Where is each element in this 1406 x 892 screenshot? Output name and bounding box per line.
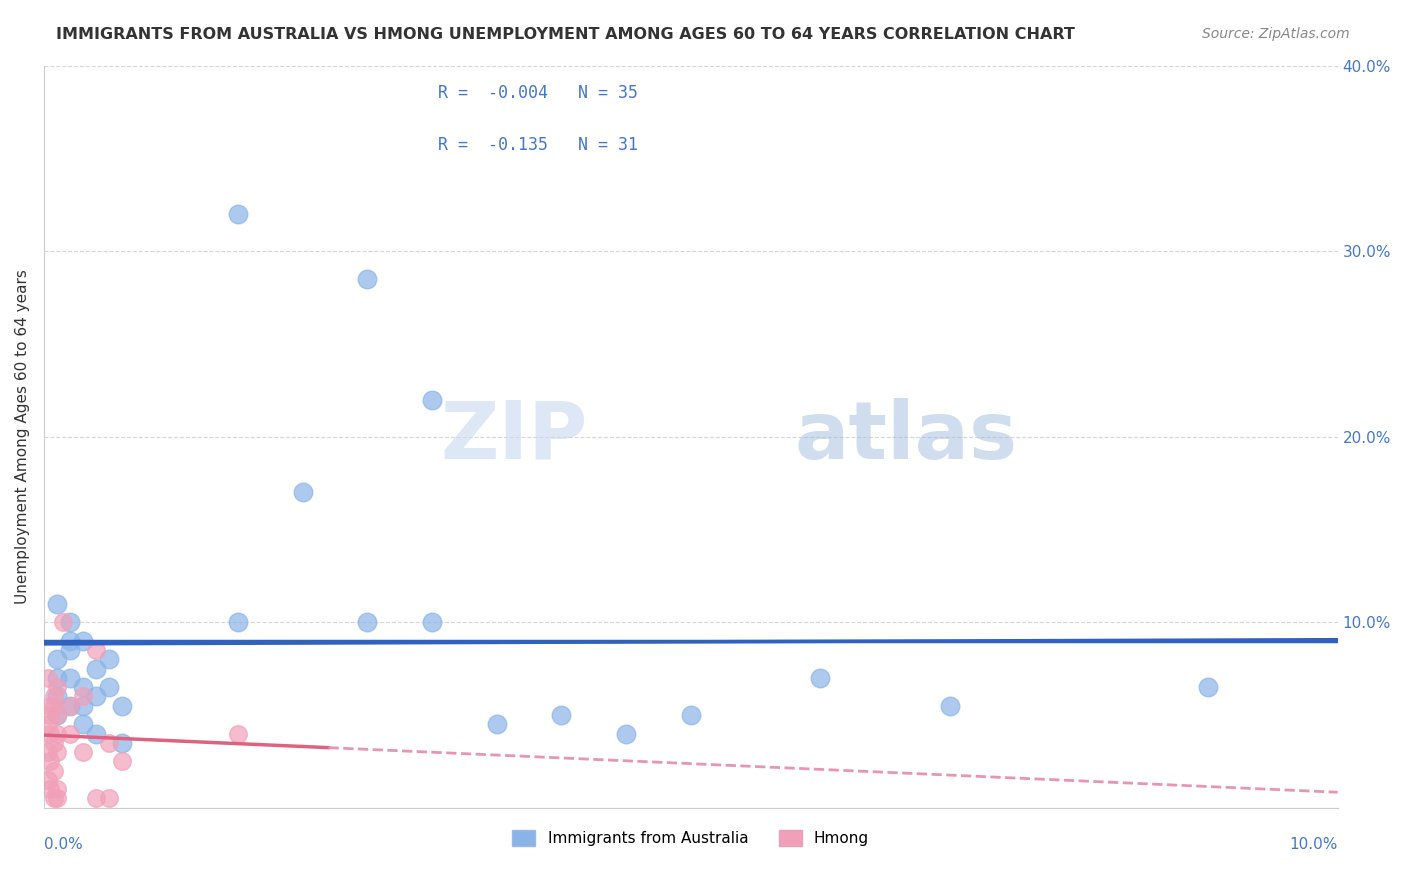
Point [97, 791, 120, 805]
Point [39, 726, 62, 740]
Point [59, 633, 82, 648]
Point [45, 690, 67, 704]
Text: atlas: atlas [794, 398, 1018, 475]
Point [72, 698, 94, 713]
Point [84, 662, 107, 676]
Text: IMMIGRANTS FROM AUSTRALIA VS HMONG UNEMPLOYMENT AMONG AGES 60 TO 64 YEARS CORREL: IMMIGRANTS FROM AUSTRALIA VS HMONG UNEMP… [56, 27, 1076, 42]
Legend: Immigrants from Australia, Hmong: Immigrants from Australia, Hmong [506, 824, 875, 852]
Point [72, 680, 94, 694]
Point [110, 755, 132, 769]
Point [39, 782, 62, 797]
Point [550, 708, 572, 723]
Text: 10.0%: 10.0% [1289, 838, 1337, 853]
Point [808, 671, 831, 685]
Point [1197, 680, 1219, 694]
Point [45, 652, 67, 666]
Point [52, 615, 75, 630]
Point [44, 736, 66, 750]
Point [45, 708, 67, 723]
Point [45, 597, 67, 611]
Point [420, 392, 443, 407]
Point [938, 698, 960, 713]
Point [39, 698, 62, 713]
Point [37, 671, 59, 685]
Y-axis label: Unemployment Among Ages 60 to 64 years: Unemployment Among Ages 60 to 64 years [15, 269, 30, 604]
Point [59, 698, 82, 713]
Point [84, 643, 107, 657]
Text: ZIP: ZIP [440, 398, 588, 475]
Point [37, 717, 59, 731]
Point [291, 485, 314, 500]
Point [72, 633, 94, 648]
Point [110, 736, 132, 750]
Point [59, 726, 82, 740]
Point [97, 736, 120, 750]
Point [45, 726, 67, 740]
Point [72, 690, 94, 704]
Point [614, 726, 637, 740]
Point [45, 782, 67, 797]
Point [44, 764, 66, 778]
Point [97, 652, 120, 666]
Point [420, 615, 443, 630]
Text: 0.0%: 0.0% [44, 838, 83, 853]
Point [485, 717, 508, 731]
Point [356, 272, 378, 286]
Point [39, 755, 62, 769]
Point [45, 671, 67, 685]
Point [84, 791, 107, 805]
Point [110, 698, 132, 713]
Point [679, 708, 702, 723]
Point [356, 615, 378, 630]
Point [84, 726, 107, 740]
Point [45, 708, 67, 723]
Point [37, 745, 59, 759]
Point [59, 671, 82, 685]
Point [59, 615, 82, 630]
Point [59, 698, 82, 713]
Point [72, 745, 94, 759]
Text: R =  -0.135   N = 31: R = -0.135 N = 31 [439, 136, 638, 154]
Point [226, 615, 249, 630]
Point [97, 680, 120, 694]
Point [45, 745, 67, 759]
Point [39, 708, 62, 723]
Point [45, 791, 67, 805]
Point [44, 690, 66, 704]
Text: R =  -0.004   N = 35: R = -0.004 N = 35 [439, 84, 638, 103]
Point [44, 791, 66, 805]
Point [59, 643, 82, 657]
Text: Source: ZipAtlas.com: Source: ZipAtlas.com [1202, 27, 1350, 41]
Point [84, 690, 107, 704]
Point [226, 726, 249, 740]
Point [226, 207, 249, 221]
Point [45, 680, 67, 694]
Point [72, 717, 94, 731]
Point [37, 772, 59, 787]
Point [44, 698, 66, 713]
